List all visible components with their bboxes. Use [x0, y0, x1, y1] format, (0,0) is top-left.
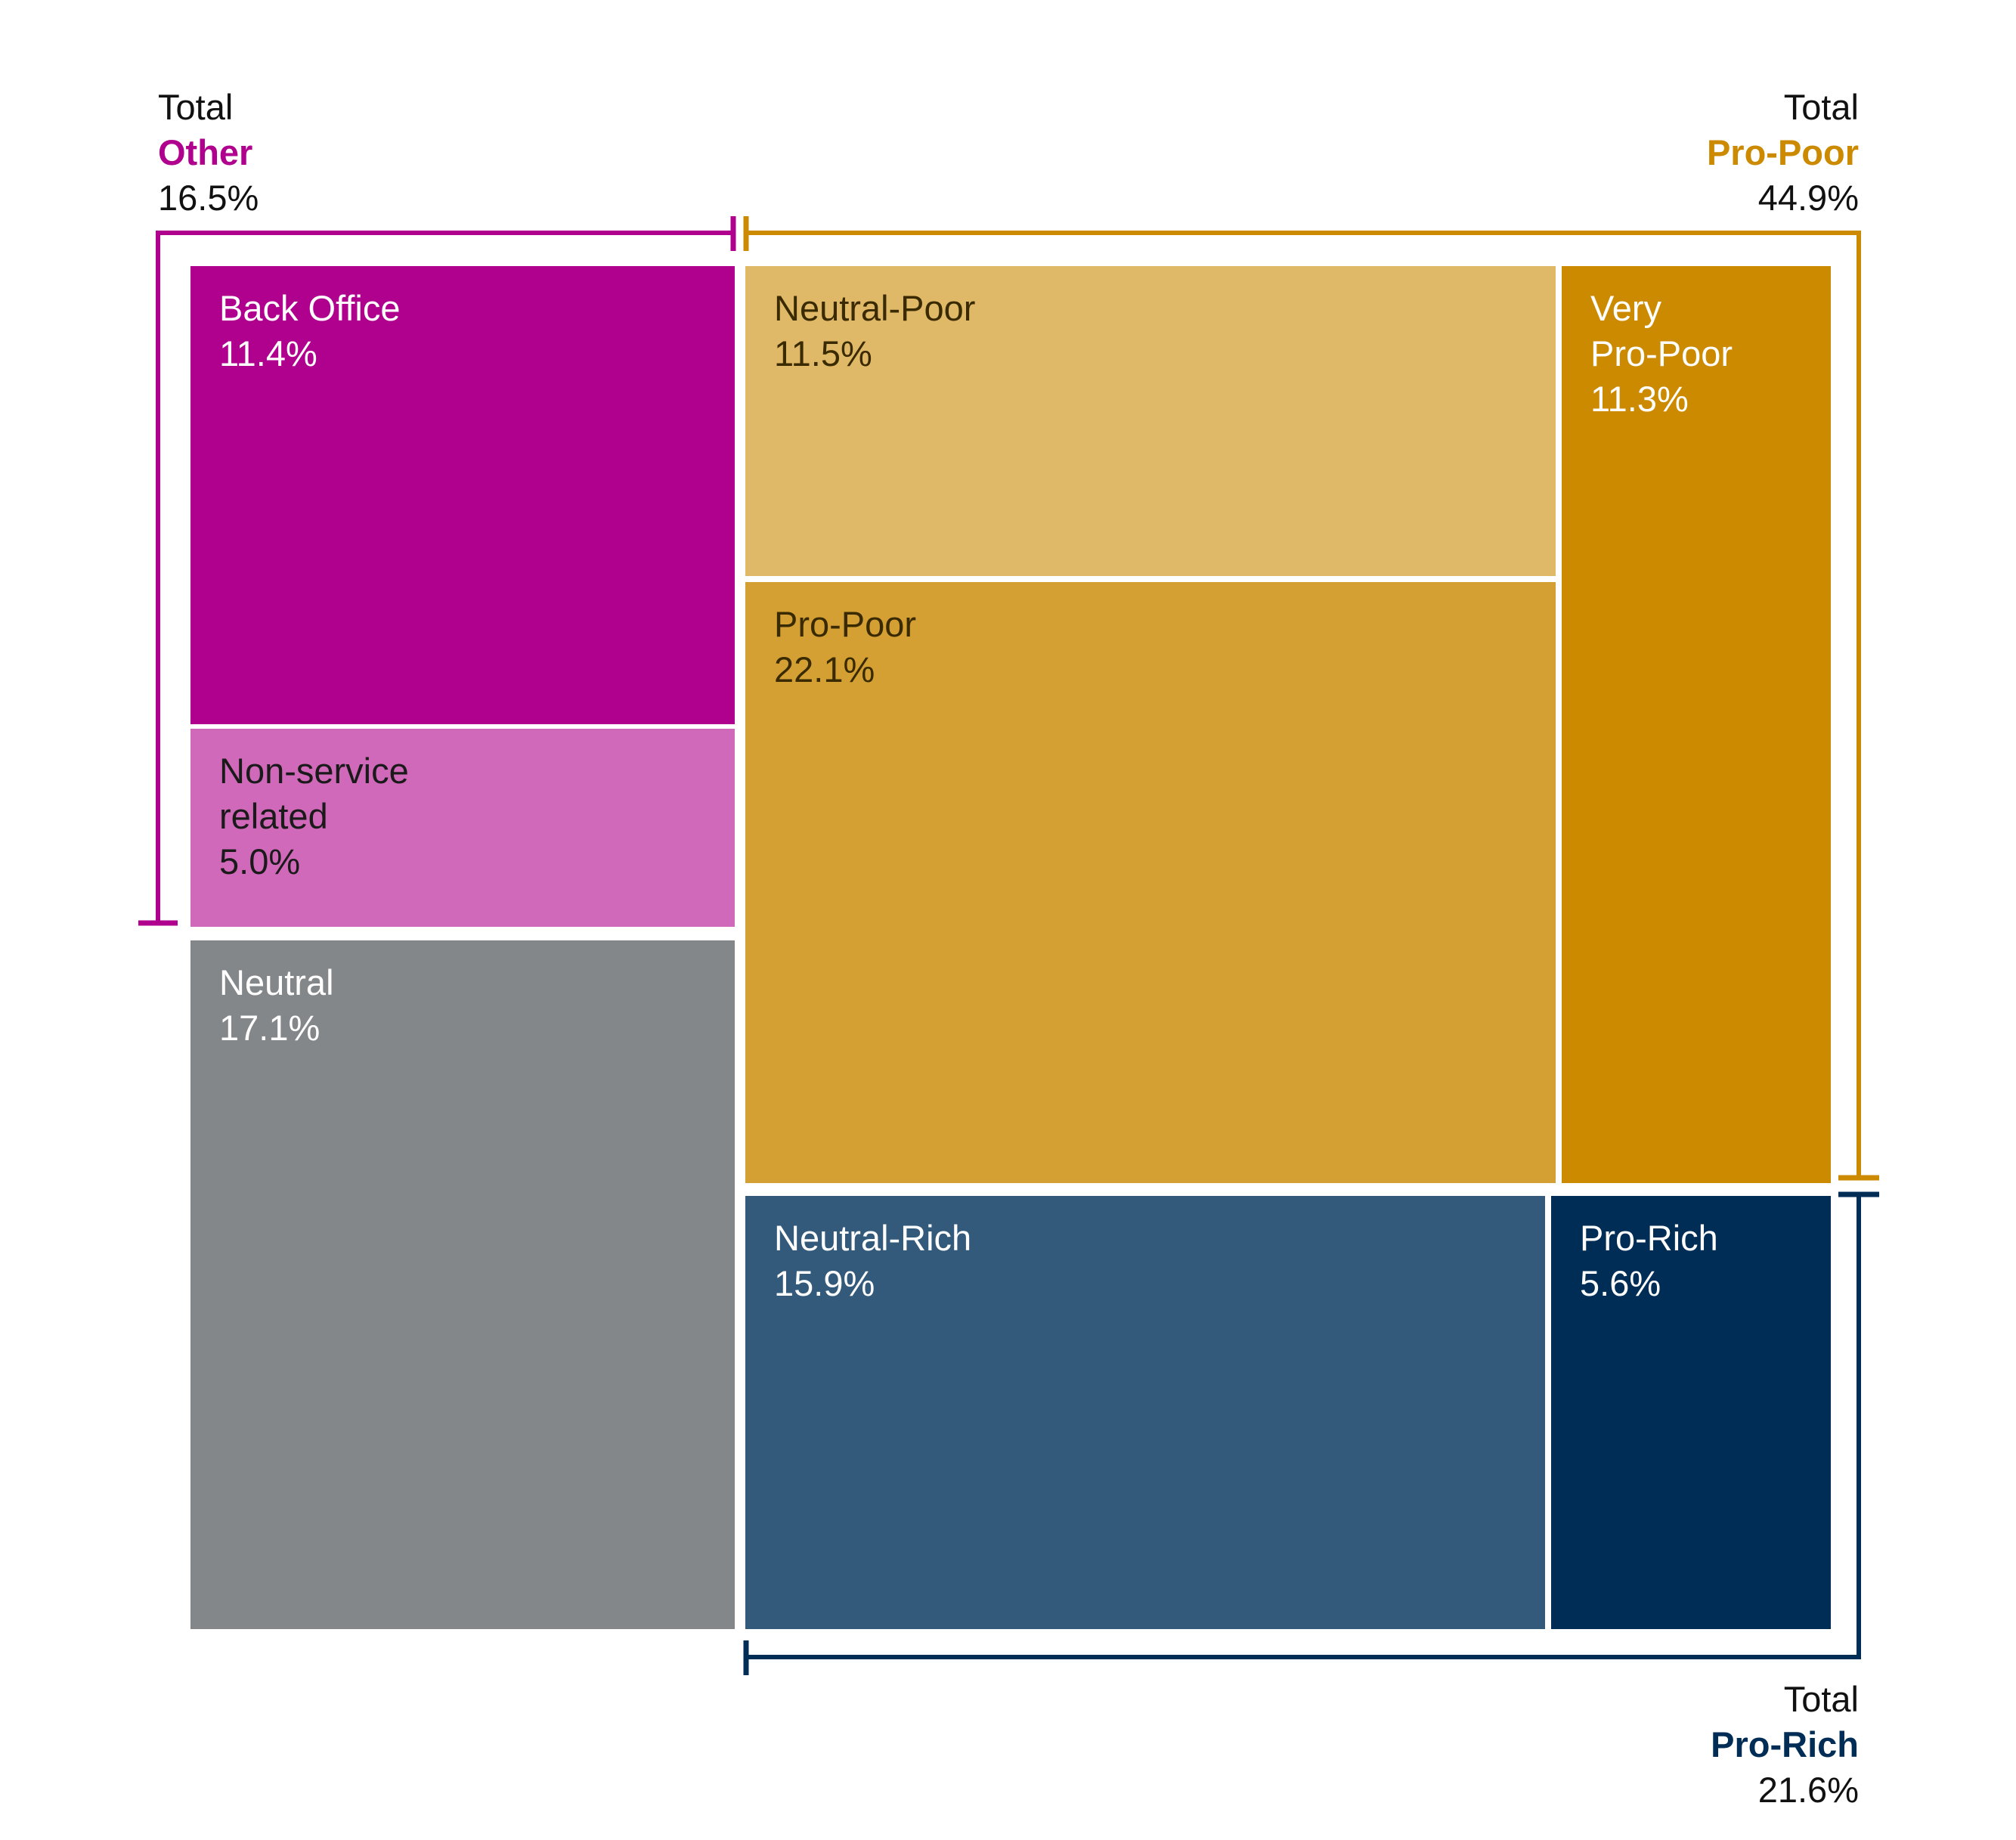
- total-pro-rich-name: Pro-Rich: [1711, 1724, 1859, 1764]
- tile-label: Back Office 11.4%: [219, 288, 401, 373]
- pro-poor-bracket: [746, 231, 1861, 1178]
- tile-label: Neutral-Rich 15.9%: [774, 1218, 972, 1303]
- total-other: Total Other 16.5%: [158, 85, 259, 221]
- tile-label: Pro-Poor 22.1%: [774, 604, 917, 689]
- pro-rich-bracket: [746, 1194, 1861, 1659]
- tile-label: Neutral-Poor 11.5%: [774, 288, 976, 373]
- tile-label: Neutral 17.1%: [219, 962, 334, 1048]
- total-pro-poor: Total Pro-Poor 44.9%: [1707, 85, 1859, 221]
- tile-label: Pro-Rich 5.6%: [1580, 1218, 1718, 1303]
- tile-label: Non-service related 5.0%: [219, 751, 409, 881]
- total-pro-poor-value: 44.9%: [1757, 178, 1859, 218]
- tile-pro-rich: Pro-Rich 5.6%: [1551, 1196, 1831, 1629]
- total-pro-rich: Total Pro-Rich 21.6%: [1711, 1677, 1859, 1813]
- tile-neutral-poor: Neutral-Poor 11.5%: [745, 266, 1556, 576]
- tile-label: Very Pro-Poor 11.3%: [1590, 288, 1733, 419]
- total-other-name: Other: [158, 132, 253, 172]
- tile-neutral-rich: Neutral-Rich 15.9%: [745, 1196, 1545, 1629]
- total-pro-rich-value: 21.6%: [1757, 1770, 1859, 1810]
- total-pro-poor-prefix: Total: [1783, 87, 1859, 127]
- tile-pro-poor: Pro-Poor 22.1%: [745, 582, 1556, 1183]
- other-bracket: [156, 231, 733, 923]
- total-pro-poor-name: Pro-Poor: [1706, 132, 1859, 172]
- total-other-prefix: Total: [158, 87, 234, 127]
- tile-very-pro-poor: Very Pro-Poor 11.3%: [1562, 266, 1831, 1183]
- total-pro-rich-prefix: Total: [1783, 1679, 1859, 1719]
- total-other-value: 16.5%: [158, 178, 259, 218]
- tile-non-service-related: Non-service related 5.0%: [190, 729, 735, 927]
- tile-neutral: Neutral 17.1%: [190, 940, 735, 1629]
- tile-back-office: Back Office 11.4%: [190, 266, 735, 724]
